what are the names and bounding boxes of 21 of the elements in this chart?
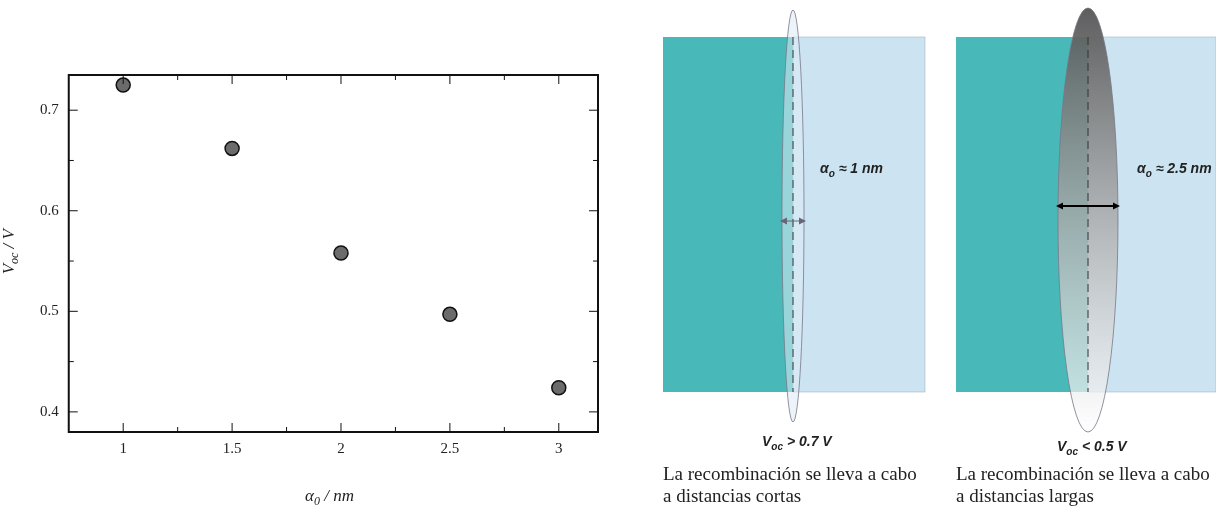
text: α$_{o}$ ≈ 1 nm [820,160,883,179]
x-axis-title: α$_{0}$ / nm [305,486,354,510]
x-tick-label: 3 [555,439,563,456]
point [224,140,240,157]
x-tick-label: 2.5 [440,439,460,456]
y-tick-label: 0.7 [40,101,60,118]
point [115,77,131,93]
text: V$_{oc}$ > 0.7 V [762,433,832,452]
text: α$_{o}$ ≈ 2.5 nm [1137,160,1212,179]
text: La recombinación se lleva a cabo a distancias largas [956,463,1211,507]
point [551,380,567,396]
y-tick-label: 0.5 [40,302,59,319]
text: V$_{oc}$ < 0.5 V [1057,438,1127,457]
point [333,245,349,261]
y-tick-label: 0.6 [40,201,60,218]
x-tick-label: 1 [119,439,127,456]
y-tick-label: 0.4 [40,402,60,419]
x-tick-label: 1.5 [222,439,242,456]
x-tick-label: 2 [337,439,345,456]
point [442,306,458,323]
text: La recombinación se lleva a cabo a distancias cortas [663,463,918,507]
